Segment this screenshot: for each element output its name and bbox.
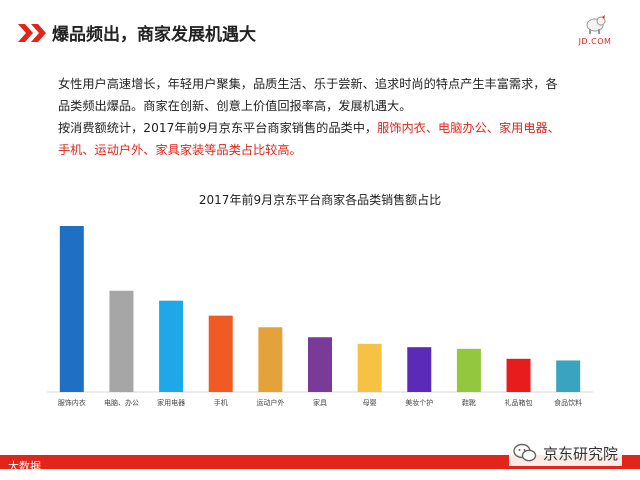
x-tick-label: 鞋靴 (462, 398, 476, 407)
x-tick-label: 家具 (313, 398, 327, 407)
x-tick-label: 运动户外 (256, 398, 284, 407)
bar-1 (59, 226, 84, 392)
x-tick-label: 服饰内衣 (58, 398, 86, 407)
x-tick-label: 食品饮料 (554, 398, 582, 407)
bar-2 (109, 290, 134, 392)
intro-paragraph: 女性用户高速增长，年轻用户聚集，品质生活、乐于尝新、追求时尚的特点产生丰富需求，… (58, 73, 588, 161)
watermark-text: 京东研究院 (542, 444, 618, 463)
bar-5 (258, 327, 283, 392)
bar-6 (308, 337, 332, 392)
x-tick-label: 礼品箱包 (505, 398, 533, 407)
watermark: 京东研究院 (508, 440, 622, 466)
paragraph-line: 按消费额统计，2017年前9月京东平台商家销售的品类中，服饰内衣、电脑办公、家用… (58, 117, 588, 139)
x-tick-label: 家用电器 (157, 398, 185, 407)
wechat-icon (513, 443, 537, 462)
chart-title: 2017年前9月京东平台商家各品类销售额占比 (199, 192, 441, 207)
highlight-categories: 服饰内衣、电脑办公、家用电器、 (377, 121, 560, 135)
footer-logo: 大数据 (8, 460, 41, 473)
category-share-chart: 2017年前9月京东平台商家各品类销售额占比服饰内衣 电脑、办公 家用电器 手机 运动户… (0, 186, 640, 416)
paragraph-text: 按消费额统计，2017年前9月京东平台商家销售的品类中， (58, 121, 378, 135)
x-tick-label: 美妆个护 (405, 398, 433, 407)
paragraph-line: 品类频出爆品。商家在创新、创意上价值回报率高，发展机遇大。 (58, 99, 412, 113)
slide-header: 爆品频出，商家发展机遇大 JD.COM (0, 0, 640, 66)
footer-bar (0, 455, 640, 469)
slide-title: 爆品频出，商家发展机遇大 (52, 25, 256, 45)
x-tick-label: 手机 (214, 398, 228, 407)
bar-9 (456, 348, 481, 392)
bar-8 (407, 347, 432, 392)
paragraph-line: 女性用户高速增长，年轻用户聚集，品质生活、乐于尝新、追求时尚的特点产生丰富需求，… (58, 77, 558, 91)
jd-dog-logo-icon (586, 15, 606, 34)
brand-text: JD.COM (578, 37, 612, 46)
bar-7 (357, 343, 382, 392)
x-tick-label: 母婴 (363, 399, 377, 407)
double-chevron-icon (18, 24, 46, 42)
x-tick-label: 电脑、办公 (104, 398, 139, 407)
bar-3 (159, 300, 184, 392)
highlight-categories: 手机、运动户外、家具家装等品类占比较高。 (58, 143, 302, 157)
bar-11 (556, 360, 581, 392)
bar-10 (506, 358, 531, 392)
jd-brand: JD.COM (570, 14, 620, 50)
bar-4 (208, 315, 233, 392)
